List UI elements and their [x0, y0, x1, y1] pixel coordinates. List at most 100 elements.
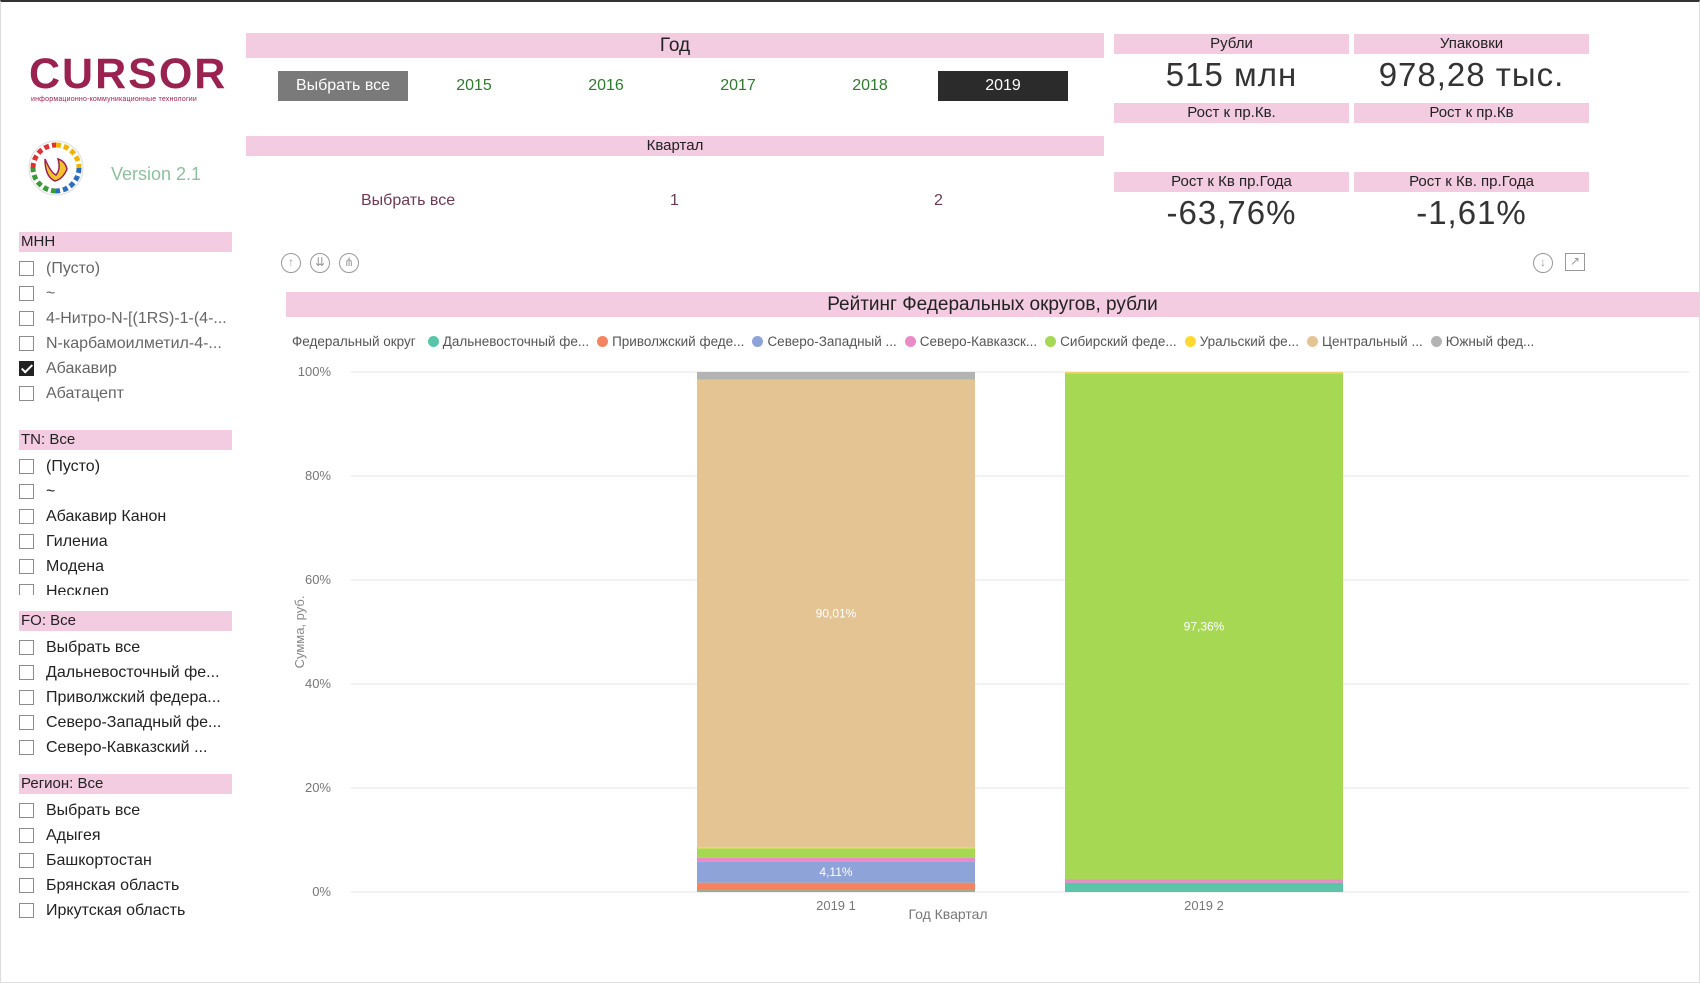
- slicer-item-label: Выбрать все: [46, 801, 141, 819]
- checkbox[interactable]: [19, 509, 34, 524]
- checkbox[interactable]: [19, 336, 34, 351]
- legend-item[interactable]: Южный фед...: [1430, 334, 1534, 349]
- slicer-item[interactable]: Выбрать все: [19, 798, 249, 823]
- checkbox[interactable]: [19, 459, 34, 474]
- slicer-item[interactable]: Иркутская область: [19, 898, 249, 923]
- slicer-item[interactable]: Адыгея: [19, 823, 249, 848]
- legend-dot-icon: [904, 336, 916, 347]
- kpi-pack-title: Упаковки: [1354, 34, 1589, 54]
- legend-item[interactable]: Северо-Западный ...: [752, 334, 897, 349]
- slicer-item-label: Несклер: [46, 582, 109, 596]
- slicer-title-fo: FO: Все: [19, 611, 232, 631]
- slicer-item[interactable]: Гилениа: [19, 529, 249, 554]
- app-emblem-icon: [27, 139, 85, 197]
- checkbox[interactable]: [19, 903, 34, 918]
- slicer-item-label: (Пусто): [46, 259, 101, 277]
- bar-segment: [697, 379, 975, 848]
- legend-item[interactable]: Центральный ...: [1306, 334, 1423, 349]
- slicer-item[interactable]: Абатацепт: [19, 381, 249, 406]
- checkbox[interactable]: [19, 534, 34, 549]
- legend-dot-icon: [1045, 336, 1057, 347]
- slicer-item[interactable]: Приволжский федера...: [19, 685, 249, 710]
- checkbox[interactable]: [19, 878, 34, 893]
- slicer-item[interactable]: Несклер: [19, 579, 249, 595]
- slicer-item[interactable]: Выбрать все: [19, 635, 249, 660]
- focus-mode-icon[interactable]: ↗: [1565, 253, 1585, 271]
- slicer-item[interactable]: Башкортостан: [19, 848, 249, 873]
- quarter-select-all-button[interactable]: Выбрать все: [361, 192, 456, 209]
- checkbox[interactable]: [19, 361, 34, 376]
- year-select-all-button[interactable]: Выбрать все: [278, 71, 408, 101]
- bar-segment: [697, 372, 975, 380]
- slicer-item-label: Иркутская область: [46, 901, 186, 919]
- slicer-item[interactable]: (Пусто): [19, 256, 249, 281]
- expand-all-icon[interactable]: ⋔: [339, 253, 359, 273]
- checkbox[interactable]: [19, 853, 34, 868]
- checkbox[interactable]: [19, 584, 34, 595]
- kpi-growth-q-pack-title: Рост к пр.Кв: [1354, 103, 1589, 123]
- checkbox[interactable]: [19, 286, 34, 301]
- slicer-item[interactable]: Абиратерон: [19, 406, 249, 412]
- slicer-item-label: (Пусто): [46, 457, 101, 475]
- legend-item[interactable]: Приволжский феде...: [597, 334, 744, 349]
- checkbox[interactable]: [19, 484, 34, 499]
- legend-item[interactable]: Северо-Кавказск...: [904, 334, 1037, 349]
- checkbox[interactable]: [19, 665, 34, 680]
- slicer-item[interactable]: Дальневосточный фе...: [19, 660, 249, 685]
- year-button-2016[interactable]: 2016: [588, 77, 624, 94]
- quarter-button-2[interactable]: 2: [934, 192, 943, 209]
- slicer-mnn[interactable]: (Пусто) ~4-Нитро-N-[(1RS)-1-(4-... N-карба…: [19, 256, 249, 411]
- slicer-item[interactable]: Брянская область: [19, 873, 249, 898]
- slicer-item[interactable]: Северо-Западный фе...: [19, 710, 249, 735]
- slicer-title-mnn: МНН: [19, 232, 232, 252]
- slicer-item[interactable]: (Пусто): [19, 454, 249, 479]
- checkbox[interactable]: [19, 261, 34, 276]
- legend-item[interactable]: Сибирский феде...: [1045, 334, 1177, 349]
- slicer-item-label: Абатацепт: [46, 384, 124, 402]
- y-tick-label: 40%: [305, 676, 331, 691]
- year-button-2018[interactable]: 2018: [852, 77, 888, 94]
- legend-label: Уральский фе...: [1199, 334, 1299, 349]
- legend-label: Северо-Западный ...: [767, 334, 897, 349]
- drill-up-icon[interactable]: ↑: [281, 253, 301, 273]
- legend-item[interactable]: Уральский фе...: [1184, 334, 1299, 349]
- legend-item[interactable]: Дальневосточный фе...: [427, 334, 589, 349]
- slicer-fo[interactable]: Выбрать все Дальневосточный фе... Приволжс…: [19, 635, 249, 757]
- checkbox[interactable]: [19, 740, 34, 755]
- slicer-item-label: N-карбамоилметил-4-...: [46, 334, 222, 352]
- checkbox[interactable]: [19, 559, 34, 574]
- slicer-item[interactable]: Абакавир: [19, 356, 249, 381]
- slicer-item[interactable]: ~: [19, 281, 249, 306]
- checkbox[interactable]: [19, 640, 34, 655]
- bar-segment: [697, 861, 975, 883]
- checkbox[interactable]: [19, 803, 34, 818]
- data-label: 4,11%: [819, 865, 852, 879]
- legend-label: Центральный ...: [1321, 334, 1423, 349]
- slicer-item[interactable]: Модена: [19, 554, 249, 579]
- checkbox[interactable]: [19, 828, 34, 843]
- year-button-2015[interactable]: 2015: [456, 77, 492, 94]
- year-button-2017[interactable]: 2017: [720, 77, 756, 94]
- drill-down-icon[interactable]: ⇊: [310, 253, 330, 273]
- slicer-item[interactable]: 4-Нитро-N-[(1RS)-1-(4-...: [19, 306, 249, 331]
- year-button-2019[interactable]: 2019: [938, 71, 1068, 101]
- download-icon[interactable]: ↓: [1533, 253, 1553, 273]
- legend-label: Сибирский феде...: [1060, 334, 1177, 349]
- checkbox[interactable]: [19, 690, 34, 705]
- legend-dot-icon: [752, 336, 764, 347]
- y-tick-label: 0%: [312, 884, 331, 899]
- slicer-item[interactable]: Калининградская: [19, 923, 249, 924]
- bar-segment: [697, 890, 975, 892]
- slicer-item[interactable]: Абакавир Канон: [19, 504, 249, 529]
- bar-segment: [1065, 882, 1343, 892]
- slicer-tn[interactable]: (Пусто) ~ Абакавир Канон Гилениа Модена Нескл…: [19, 454, 249, 595]
- slicer-item[interactable]: Северо-Кавказский ...: [19, 735, 249, 757]
- slicer-item[interactable]: ~: [19, 479, 249, 504]
- quarter-button-1[interactable]: 1: [670, 192, 679, 209]
- checkbox[interactable]: [19, 311, 34, 326]
- checkbox[interactable]: [19, 386, 34, 401]
- slicer-item[interactable]: N-карбамоилметил-4-...: [19, 331, 249, 356]
- checkbox[interactable]: [19, 715, 34, 730]
- bar-segment: [1065, 373, 1343, 880]
- slicer-region[interactable]: Выбрать все Адыгея Башкортостан Брянская об…: [19, 798, 249, 924]
